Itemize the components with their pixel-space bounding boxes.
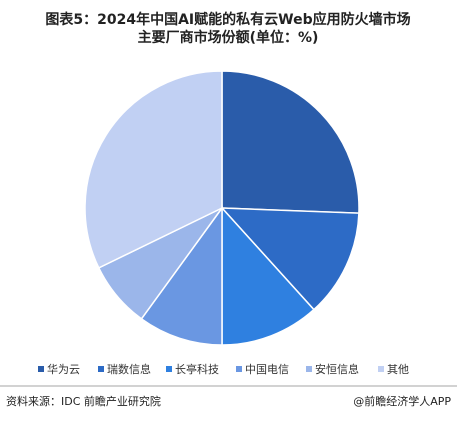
legend-swatch: [236, 366, 242, 372]
legend-swatch: [306, 366, 312, 372]
legend-swatch: [98, 366, 104, 372]
pie-slice: [221, 70, 360, 214]
legend-label: 其他: [387, 363, 409, 376]
legend-label: 华为云: [47, 362, 80, 376]
source: 资料来源：IDC 前瞻产业研究院: [6, 394, 161, 408]
chart-title: 图表5：2024年中国AI赋能的私有云Web应用防火墙市场: [45, 11, 410, 28]
pie-slice: [84, 70, 223, 269]
pie-slice: [140, 205, 223, 346]
legend-label: 中国电信: [245, 363, 289, 376]
credit: @前瞻经济学人APP: [353, 394, 451, 408]
chart-title: 主要厂商市场份额(单位：%): [138, 29, 319, 46]
pie-slice: [220, 207, 360, 311]
legend-swatch: [378, 366, 384, 372]
legend-swatch: [38, 366, 44, 372]
legend-swatch: [166, 366, 172, 372]
legend-label: 安恒信息: [315, 362, 359, 376]
pie-slice: [221, 206, 315, 346]
legend-label: 长亭科技: [175, 362, 219, 376]
legend-label: 瑞数信息: [107, 362, 151, 376]
